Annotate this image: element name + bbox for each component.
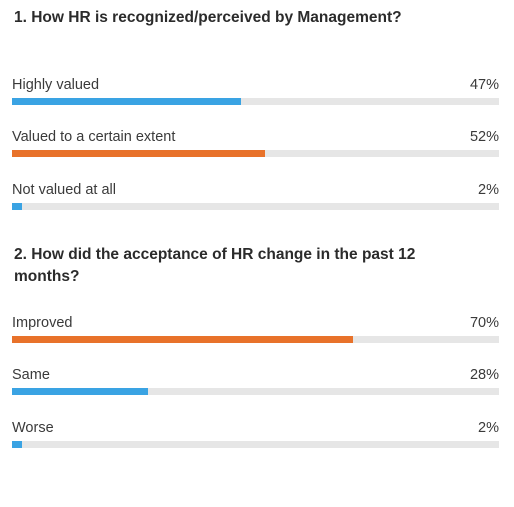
q2-bar-improved <box>12 336 353 343</box>
q1-item-not-valued-at-all: Not valued at all 2% <box>12 181 499 221</box>
q1-item-value: 52% <box>469 129 499 145</box>
q2-item-value: 70% <box>469 315 499 331</box>
q2-item-label: Improved <box>12 315 73 331</box>
q2-item-value: 28% <box>469 367 499 383</box>
q1-item-highly-valued: Highly valued 47% <box>12 76 499 116</box>
q2-bar-worse <box>12 441 22 448</box>
q2-item-same: Same 28% <box>12 366 499 406</box>
question-2-title: 2. How did the acceptance of HR change i… <box>14 246 416 285</box>
q1-item-value: 47% <box>469 77 499 93</box>
q2-item-label: Worse <box>12 420 54 436</box>
q1-item-label: Not valued at all <box>12 182 116 198</box>
q2-bar-same <box>12 388 148 395</box>
q2-item-value: 2% <box>478 420 499 436</box>
q2-item-label: Same <box>12 367 50 383</box>
q1-bar-highly-valued <box>12 98 241 105</box>
q1-bar-not-valued-at-all <box>12 203 22 210</box>
q2-bar-track <box>12 388 499 395</box>
q1-item-valued-to-a-certain-extent: Valued to a certain extent 52% <box>12 128 499 168</box>
q1-item-value: 2% <box>478 182 499 198</box>
q2-bar-track <box>12 441 499 448</box>
q2-item-improved: Improved 70% <box>12 314 499 354</box>
q1-bar-track <box>12 150 499 157</box>
question-1-title: 1. How HR is recognized/perceived by Man… <box>14 9 402 26</box>
q1-bar-track <box>12 203 499 210</box>
q1-item-label: Highly valued <box>12 77 100 93</box>
q2-bar-track <box>12 336 499 343</box>
q2-item-worse: Worse 2% <box>12 419 499 459</box>
q1-item-label: Valued to a certain extent <box>12 129 176 145</box>
q1-bar-valued-to-a-certain-extent <box>12 150 265 157</box>
q1-bar-track <box>12 98 499 105</box>
